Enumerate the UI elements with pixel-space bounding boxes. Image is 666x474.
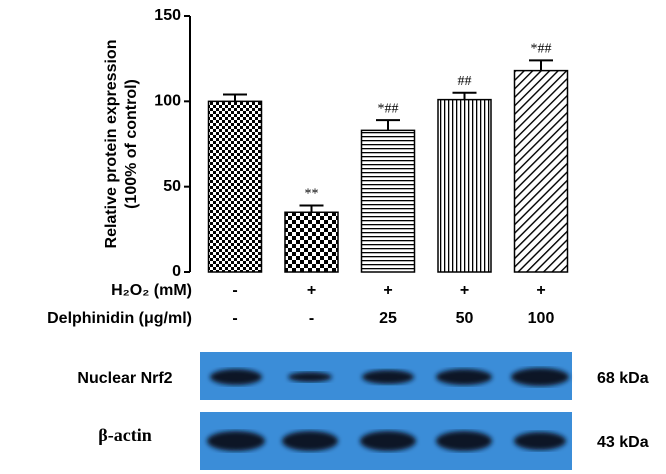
blot-band bbox=[288, 372, 332, 382]
condition-value: + bbox=[307, 282, 316, 299]
y-tick-label: 0 bbox=[172, 263, 181, 280]
significance-label: ## bbox=[458, 74, 472, 89]
bar bbox=[207, 100, 263, 273]
significance-label: *## bbox=[531, 42, 552, 57]
blot-band bbox=[436, 369, 492, 385]
bar bbox=[437, 98, 492, 273]
bar bbox=[284, 211, 339, 273]
condition-label: Delphinidin (μg/ml) bbox=[47, 310, 192, 327]
blot-band bbox=[282, 431, 338, 451]
blot-band bbox=[514, 432, 566, 450]
y-axis-label: (100% of control) bbox=[123, 79, 140, 209]
y-tick-label: 50 bbox=[163, 178, 181, 195]
condition-value: 25 bbox=[379, 310, 397, 327]
condition-value: + bbox=[536, 282, 545, 299]
y-axis-label: Relative protein expression bbox=[103, 40, 120, 249]
y-tick-label: 150 bbox=[154, 7, 181, 24]
bar bbox=[360, 129, 416, 273]
blot-row-label: β-actin bbox=[98, 425, 151, 445]
condition-value: 50 bbox=[456, 310, 474, 327]
blot-band bbox=[207, 431, 265, 451]
blot-band bbox=[360, 431, 416, 451]
blot-size-label: 68 kDa bbox=[597, 370, 649, 387]
condition-value: + bbox=[383, 282, 392, 299]
blot-band bbox=[436, 431, 492, 451]
y-tick-label: 100 bbox=[154, 93, 181, 110]
blot-band bbox=[210, 369, 262, 385]
condition-value: + bbox=[460, 282, 469, 299]
significance-label: *## bbox=[378, 101, 399, 116]
condition-value: 100 bbox=[528, 310, 555, 327]
significance-label: ** bbox=[305, 187, 319, 202]
western-blot: Nuclear Nrf2 68 kDa β-actin 43 kDa bbox=[77, 352, 649, 470]
blot-band bbox=[511, 368, 569, 386]
condition-value: - bbox=[232, 282, 237, 299]
blot-size-label: 43 kDa bbox=[597, 434, 649, 451]
condition-value: - bbox=[309, 310, 314, 327]
bar bbox=[513, 69, 569, 273]
blot-band bbox=[362, 370, 414, 384]
bar-chart: 0 50 100 150 Relative protein expression (100… bbox=[47, 7, 569, 327]
condition-label: H₂O₂ (mM) bbox=[111, 282, 192, 299]
condition-value: - bbox=[232, 310, 237, 327]
blot-row-label: Nuclear Nrf2 bbox=[77, 370, 172, 387]
